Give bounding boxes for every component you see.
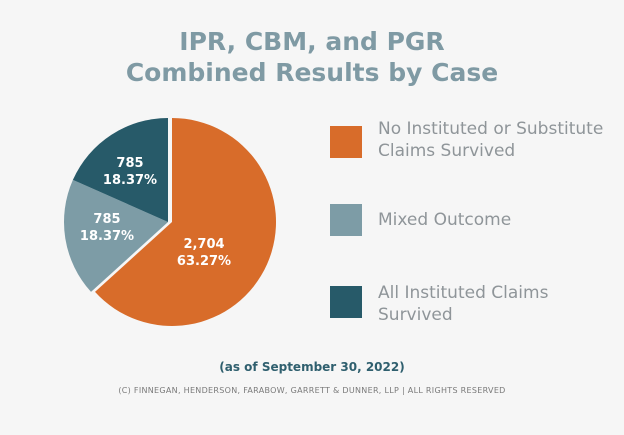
title-line-2: Combined Results by Case (125, 58, 499, 87)
legend-label-line-1: No Instituted or Substitute (378, 119, 604, 139)
chart-title: IPR, CBM, and PGR Combined Results by Ca… (0, 26, 624, 88)
pie-slice-all-claims-survived (72, 117, 168, 222)
slice-percent-label-1: 18.37% (80, 229, 134, 244)
slice-percent-label-2: 18.37% (103, 173, 157, 188)
slice-value-label-1: 785 (93, 212, 120, 227)
copyright-notice: (C) FINNEGAN, HENDERSON, FARABOW, GARRET… (118, 386, 506, 395)
title-line-1: IPR, CBM, and PGR (179, 27, 445, 56)
pie-slice-no-claims-survived (95, 118, 277, 326)
pie-slice-mixed-outcome (64, 179, 168, 292)
legend-swatch (330, 286, 362, 318)
legend-label-line-1: Mixed Outcome (378, 210, 512, 230)
legend-swatch (330, 126, 362, 158)
legend-label-line-2: Survived (378, 305, 453, 325)
legend-label-line-2: Claims Survived (378, 141, 516, 161)
slice-value-label-2: 785 (116, 156, 143, 171)
as-of-date-note: (as of September 30, 2022) (219, 360, 405, 374)
legend-label-line-1: All Instituted Claims (378, 283, 549, 303)
slice-value-label-0: 2,704 (183, 237, 224, 252)
legend-swatch (330, 204, 362, 236)
slice-percent-label-0: 63.27% (177, 254, 231, 269)
